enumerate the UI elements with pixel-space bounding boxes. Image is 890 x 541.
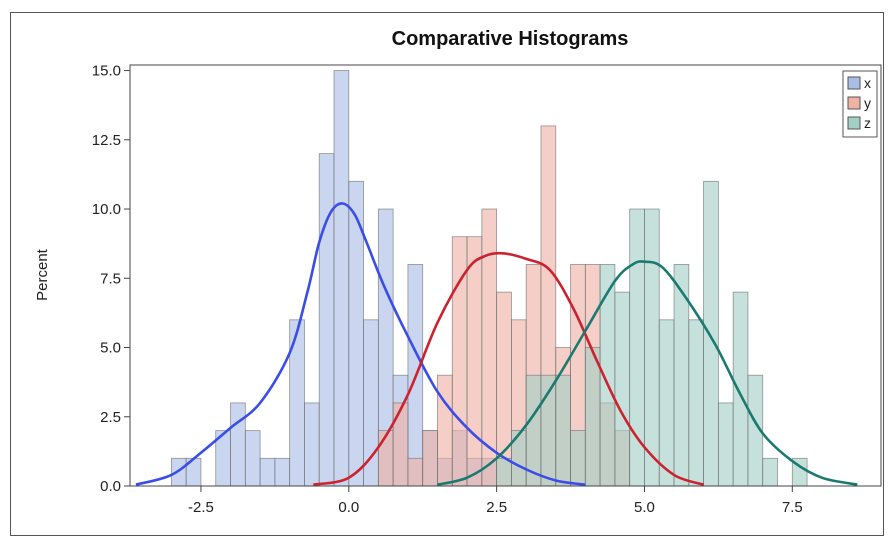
histogram-bar-z <box>644 208 660 487</box>
bars-layer <box>170 70 808 487</box>
legend-label-x: x <box>864 75 871 91</box>
histogram-bar-y <box>407 457 424 487</box>
histogram-bar-x <box>244 430 261 487</box>
histogram-bar-z <box>762 457 778 487</box>
histogram-bar-z <box>717 402 734 487</box>
histogram-bar-z <box>658 319 675 487</box>
histogram-bar-z <box>584 347 601 487</box>
histogram-bar-z <box>570 430 586 487</box>
curves-layer <box>135 202 858 486</box>
density-curve-y <box>313 251 705 486</box>
legend-label-z: z <box>864 115 871 131</box>
histogram-bar-z <box>496 457 512 487</box>
histogram-chart: Comparative Histograms Percent 0.0 2.5 5.0… <box>34 28 882 516</box>
y-tick-label: 12.5 <box>92 132 121 149</box>
histogram-bar-z <box>688 319 704 487</box>
x-tick-label: 7.5 <box>782 499 803 516</box>
x-tick-label: -2.5 <box>188 499 214 516</box>
density-curve-x <box>135 202 586 486</box>
plot-area-border <box>129 64 882 487</box>
x-tick-label: 2.5 <box>486 499 507 516</box>
y-tick-label: 10.0 <box>92 201 121 218</box>
legend-swatch-z <box>847 116 861 130</box>
chart-title: Comparative Histograms <box>392 28 629 50</box>
histogram-bar-x <box>259 457 276 487</box>
histogram-bar-y <box>437 374 453 487</box>
x-tick-label: 5.0 <box>634 499 655 516</box>
histogram-bar-z <box>732 291 749 487</box>
legend-label-y: y <box>864 95 871 111</box>
y-axis-label: Percent <box>34 248 51 301</box>
histogram-bar-x <box>333 70 350 487</box>
histogram-bar-z <box>614 291 631 487</box>
density-curve-z <box>437 260 858 486</box>
histogram-bar-z <box>703 180 719 487</box>
legend-swatch-x <box>847 76 861 90</box>
histogram-bar-x <box>170 457 187 487</box>
histogram-bar-x <box>363 319 379 487</box>
legend-swatch-y <box>847 96 861 110</box>
y-tick-label: 7.5 <box>100 270 121 287</box>
y-tick-label: 2.5 <box>100 409 121 426</box>
y-tick-label: 5.0 <box>100 340 121 357</box>
histogram-bar-x <box>304 402 320 487</box>
chart-frame: Comparative Histograms Percent 0.0 2.5 5.0… <box>10 12 884 536</box>
histogram-bar-y <box>466 236 483 487</box>
histogram-bar-y <box>377 430 394 487</box>
histogram-bar-y <box>422 430 438 487</box>
histogram-bar-x <box>318 153 335 487</box>
histogram-bar-z <box>555 374 571 487</box>
axes-layer: 0.0 2.5 5.0 7.5 10.0 12.5 15.0 -2.5 0.0 2.5 5.0 7.5 <box>92 63 803 516</box>
y-tick-label: 0.0 <box>100 478 121 495</box>
legend: xyz <box>842 70 878 138</box>
x-tick-label: 0.0 <box>338 499 359 516</box>
histogram-bar-x <box>274 457 291 487</box>
histogram-bar-x <box>230 402 246 487</box>
y-tick-label: 15.0 <box>92 63 121 80</box>
histogram-bar-y <box>392 402 409 487</box>
